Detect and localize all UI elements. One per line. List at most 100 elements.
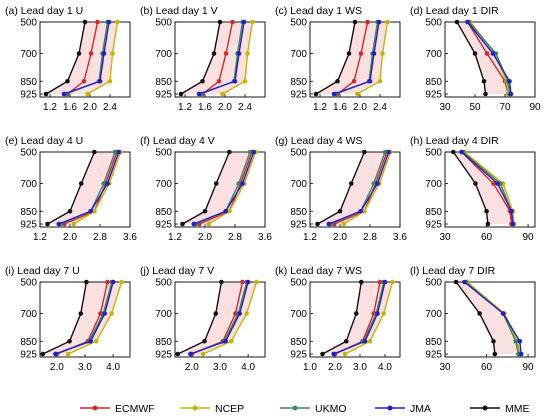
point-mme bbox=[483, 91, 488, 97]
series-line-ncep bbox=[202, 281, 258, 355]
point-mme bbox=[315, 221, 320, 227]
point-jma bbox=[371, 51, 377, 56]
series-line-jma bbox=[63, 21, 110, 95]
spread-band bbox=[322, 282, 393, 354]
x-tick-label: 2.4 bbox=[373, 102, 387, 113]
y-tick-label: 700 bbox=[290, 49, 307, 60]
point-jma bbox=[459, 149, 464, 155]
point-jma bbox=[56, 221, 62, 227]
point-mme bbox=[202, 338, 207, 344]
series-line-mme bbox=[177, 281, 223, 355]
y-tick-label: 700 bbox=[20, 309, 37, 320]
x-tick-label: 1.6 bbox=[333, 102, 347, 113]
x-tick-label: 3.6 bbox=[393, 232, 407, 243]
y-tick-label: 925 bbox=[290, 350, 307, 361]
y-tick-label: 850 bbox=[290, 77, 307, 88]
series-line-mme bbox=[317, 151, 366, 225]
point-jma bbox=[223, 208, 228, 214]
point-jma bbox=[507, 78, 512, 84]
x-tick-label: 90 bbox=[529, 102, 541, 113]
spread-band bbox=[47, 152, 121, 224]
series-line-mme bbox=[182, 151, 231, 225]
point-mme bbox=[67, 208, 73, 214]
point-jma bbox=[116, 149, 122, 155]
point-ncep bbox=[377, 78, 383, 84]
point-mme bbox=[217, 19, 223, 25]
legend: ECMWF NCEP UKMO JMA MME bbox=[80, 403, 530, 415]
series-line-mme bbox=[322, 281, 362, 355]
point-mme bbox=[358, 279, 364, 285]
axes-frame bbox=[444, 21, 536, 98]
point-ecmwf bbox=[365, 19, 370, 25]
series-line-ecmwf bbox=[67, 21, 99, 95]
legend-marker-mme bbox=[482, 405, 488, 411]
series-line-ncep bbox=[343, 151, 392, 225]
y-tick-label: 925 bbox=[155, 220, 172, 231]
y-tick-label: 700 bbox=[20, 49, 37, 60]
point-ncep bbox=[341, 221, 347, 227]
point-mme bbox=[178, 91, 184, 97]
x-tick-label: 1.2 bbox=[303, 232, 317, 243]
y-tick-label: 925 bbox=[425, 90, 442, 101]
y-tick-label: 925 bbox=[20, 90, 37, 101]
point-jma bbox=[495, 181, 500, 186]
point-mme bbox=[219, 279, 224, 285]
point-mme bbox=[485, 221, 491, 227]
x-tick-label: 2.0 bbox=[185, 362, 199, 373]
series-line-mme bbox=[45, 21, 86, 95]
y-tick-label: 500 bbox=[290, 278, 307, 289]
point-mme bbox=[180, 221, 185, 227]
x-tick-label: 90 bbox=[523, 362, 535, 373]
y-tick-label: 925 bbox=[290, 220, 307, 231]
point-jma bbox=[236, 51, 242, 56]
panel-title: (l) Lead day 7 DIR bbox=[410, 265, 496, 277]
point-jma bbox=[517, 338, 523, 344]
y-tick-label: 925 bbox=[290, 90, 307, 101]
x-tick-label: 2.8 bbox=[93, 232, 107, 243]
series-line-ecmwf bbox=[461, 151, 513, 225]
point-jma bbox=[490, 51, 496, 56]
y-tick-label: 700 bbox=[425, 309, 442, 320]
point-mme bbox=[82, 19, 88, 25]
x-tick-label: 3.0 bbox=[353, 362, 367, 373]
series-line-jma bbox=[461, 151, 514, 225]
legend-marker-ukmo bbox=[292, 405, 298, 411]
point-jma bbox=[500, 311, 506, 316]
point-ecmwf bbox=[484, 51, 490, 56]
point-ecmwf bbox=[358, 51, 364, 56]
point-mme bbox=[362, 149, 367, 155]
series-line-ncep bbox=[222, 21, 254, 95]
series-line-ncep bbox=[357, 21, 389, 95]
series-line-jma bbox=[463, 281, 522, 355]
x-tick-label: 90 bbox=[523, 232, 535, 243]
point-mme bbox=[76, 51, 82, 56]
point-ncep bbox=[385, 19, 390, 25]
x-tick-label: 30 bbox=[439, 102, 451, 113]
point-jma bbox=[101, 51, 107, 56]
panel-title: (j) Lead day 7 V bbox=[140, 265, 214, 277]
spread-band bbox=[182, 152, 256, 224]
point-mme bbox=[320, 351, 325, 357]
axes-frame bbox=[309, 281, 401, 358]
panel-title: (g) Lead day 4 WS bbox=[275, 135, 363, 147]
legend-label-ukmo: UKMO bbox=[315, 403, 347, 415]
legend-item-jma: JMA bbox=[375, 403, 431, 415]
point-ncep bbox=[250, 19, 255, 25]
series-line-mme bbox=[315, 21, 356, 95]
legend-label-jma: JMA bbox=[410, 403, 431, 415]
point-ncep bbox=[367, 338, 373, 344]
y-tick-label: 925 bbox=[425, 350, 442, 361]
series-line-ecmwf bbox=[202, 21, 234, 95]
point-ncep bbox=[110, 51, 115, 56]
point-jma bbox=[110, 279, 116, 285]
legend-label-ecmwf: ECMWF bbox=[115, 403, 155, 415]
y-tick-label: 500 bbox=[20, 18, 37, 29]
x-tick-label: 1.2 bbox=[313, 102, 327, 113]
y-tick-label: 850 bbox=[425, 337, 442, 348]
point-mme bbox=[65, 78, 70, 84]
